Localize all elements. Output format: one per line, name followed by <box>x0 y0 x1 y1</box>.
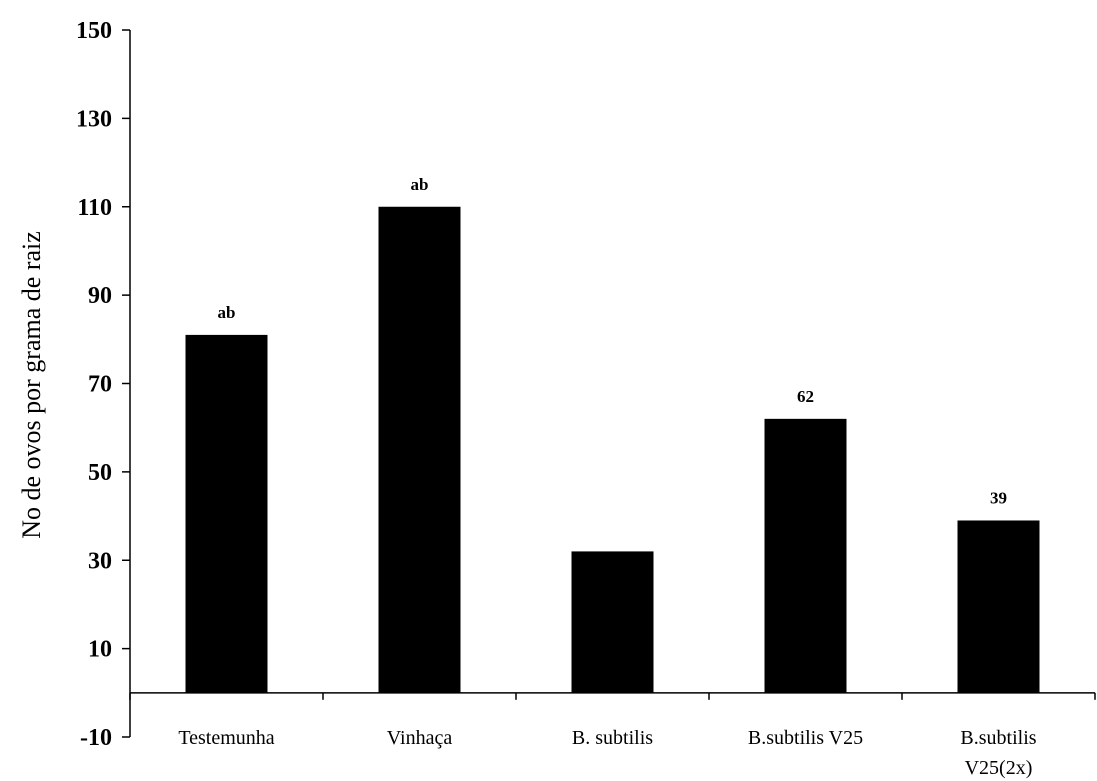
x-category-label: Vinhaça <box>387 727 453 749</box>
bar-data-label: 39 <box>990 488 1007 507</box>
x-category-label: B.subtilis V25 <box>748 727 863 749</box>
y-tick-label: 130 <box>76 106 112 132</box>
bar <box>185 334 268 693</box>
data-labels: ab ab 62 39 <box>218 175 1007 508</box>
y-tick-label: 10 <box>88 637 112 663</box>
y-tick-label: -10 <box>80 725 112 751</box>
bar-data-label: ab <box>411 175 429 194</box>
y-tick-label: 30 <box>88 548 112 574</box>
y-axis: -10 10 30 50 70 90 110 130 150 <box>76 18 131 751</box>
x-category-label: B.subtilis V25(2x) <box>960 727 1036 779</box>
x-category-label: B. subtilis <box>572 727 653 749</box>
y-tick-label: 150 <box>76 18 112 44</box>
bar <box>571 551 654 693</box>
y-tick-label: 50 <box>88 460 112 486</box>
bar-data-label: ab <box>218 303 236 322</box>
y-axis-title: No de ovos por grama de raiz <box>17 231 46 539</box>
y-tick-label: 110 <box>77 195 112 221</box>
bar-series <box>185 206 1040 693</box>
bar <box>957 520 1040 693</box>
y-tick-label: 70 <box>88 372 112 398</box>
bar-data-label: 62 <box>797 387 814 406</box>
bar <box>378 206 461 693</box>
y-tick-label: 90 <box>88 283 112 309</box>
x-category-label: Testemunha <box>178 727 274 749</box>
x-axis <box>129 692 1096 700</box>
bar <box>764 418 847 693</box>
category-labels: Testemunha Vinhaça B. subtilis B.subtilis V… <box>178 727 1036 779</box>
